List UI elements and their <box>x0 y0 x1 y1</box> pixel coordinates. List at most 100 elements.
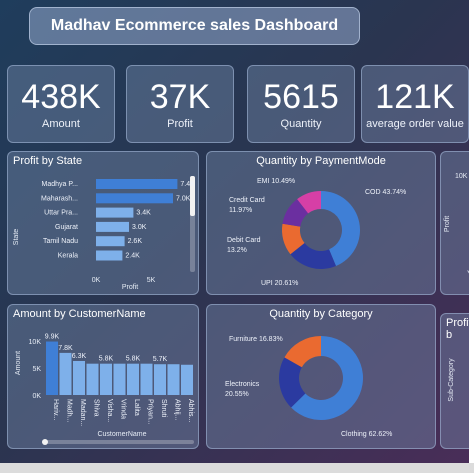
bar <box>96 221 129 232</box>
bar <box>73 360 85 395</box>
donut-slice <box>282 199 309 227</box>
kpi-value: 37K <box>149 77 211 116</box>
bar <box>100 363 112 395</box>
window-edge <box>469 0 474 463</box>
y-tick-label: Maharash... <box>41 195 78 202</box>
kpi-value: 438K <box>21 77 101 116</box>
x-tick-label: Vrinda <box>120 399 127 419</box>
partial-axis-label: Profit <box>444 216 451 232</box>
amount-by-customer-panel[interactable]: Amount by CustomerName Amount CustomerNa… <box>7 304 199 449</box>
kpi-label: Amount <box>42 117 80 130</box>
y-tick-label: 10K <box>29 339 42 346</box>
quantity-by-payment-panel[interactable]: Quantity by PaymentMode COD 43.74% UPI 20… <box>206 151 436 295</box>
bar <box>96 236 125 247</box>
scrollbar-handle[interactable] <box>42 439 48 445</box>
kpi-label: Profit <box>167 117 193 130</box>
bar <box>59 352 72 395</box>
data-label: 5.8K <box>126 356 141 363</box>
donut-slice <box>297 191 321 214</box>
y-axis-label: State <box>13 229 20 245</box>
slice-label: COD 43.74% <box>365 189 406 196</box>
kpi-card-amount[interactable]: 438K Amount <box>7 65 115 143</box>
panel-title: Profit by State <box>13 155 83 167</box>
panel-title: Amount by CustomerName <box>13 308 146 320</box>
y-tick-label: Tamil Nadu <box>43 238 78 245</box>
bar <box>46 341 58 395</box>
data-label: 3.4K <box>136 210 151 217</box>
panel-title: Profit b <box>446 317 472 341</box>
slice-label: Credit Card <box>229 197 265 204</box>
data-label: 2.6K <box>128 238 143 245</box>
x-tick-label: Madan... <box>79 399 86 426</box>
quantity-by-category-chart: Clothing 62.62% Electronics 20.55% Furnitur… <box>225 336 392 438</box>
slice-label: 20.55% <box>225 391 249 398</box>
bar <box>154 364 166 395</box>
bar <box>140 363 153 395</box>
panel-title: Quantity by Category <box>269 308 373 320</box>
bottom-bar <box>0 463 474 473</box>
donut-slice <box>282 223 305 255</box>
y-tick-label: Madhya P... <box>42 181 79 188</box>
x-tick-label: Abhis... <box>187 399 194 422</box>
quantity-by-payment-chart: COD 43.74% UPI 20.61% Debit Card 13.2% Credi… <box>227 178 406 287</box>
x-tick-label: Shiva <box>93 399 100 417</box>
data-label: 3.0K <box>132 224 147 231</box>
slice-label: EMI 10.49% <box>257 178 295 185</box>
profit-by-state-chart: State Profit Madhya P... 7.4K Maharash... 7… <box>13 176 195 291</box>
y-tick-label: Uttar Pra... <box>44 210 78 217</box>
partial-tick: 10K <box>455 173 468 180</box>
kpi-card-average-order-value[interactable]: 121K average order value <box>361 65 469 143</box>
scrollbar-track[interactable] <box>42 440 194 444</box>
kpi-card-quantity[interactable]: 5615 Quantity <box>247 65 355 143</box>
dashboard-title: Madhav Ecommerce sales Dashboard <box>50 17 339 34</box>
partial-axis-label: Sub-Category <box>448 358 455 402</box>
data-label: 9.9K <box>45 334 60 341</box>
kpi-value: 5615 <box>263 77 339 116</box>
x-tick-label: Shruti <box>160 399 167 418</box>
slice-label: Clothing 62.62% <box>341 431 392 438</box>
donut-slice <box>321 191 360 267</box>
slice-label: Debit Card <box>227 237 261 244</box>
panel-title: Quantity by PaymentMode <box>256 155 386 167</box>
y-tick-label: 0K <box>32 393 41 400</box>
x-tick-label: Visha... <box>106 399 113 422</box>
bar <box>127 363 139 395</box>
bar <box>96 207 134 218</box>
partial-profit-by-panel[interactable]: Profit b Sub-Category <box>440 313 474 449</box>
slice-label: 13.2% <box>227 247 247 254</box>
bar <box>96 250 123 261</box>
bar <box>96 193 173 204</box>
bar <box>167 364 180 395</box>
partial-chart-2: Sub-Category <box>448 358 455 402</box>
kpi-card-profit[interactable]: 37K Profit <box>126 65 234 143</box>
data-label: 7.8K <box>58 345 73 352</box>
kpi-label: Quantity <box>280 117 322 130</box>
x-tick-label: 5K <box>147 277 156 284</box>
y-tick-label: Kerala <box>58 253 78 260</box>
slice-label: UPI 20.61% <box>261 280 298 287</box>
x-tick-label: Madh... <box>66 399 73 422</box>
data-label: 2.4K <box>125 253 140 260</box>
y-tick-label: 5K <box>32 366 41 373</box>
data-label: 5.8K <box>99 356 114 363</box>
x-tick-label: Priyan... <box>147 399 154 425</box>
x-axis-label: CustomerName <box>97 431 146 438</box>
donut-slice <box>291 336 363 420</box>
slice-label: Electronics <box>225 381 260 388</box>
donut-slice <box>290 243 336 269</box>
kpi-value: 121K <box>375 77 455 116</box>
scrollbar-thumb[interactable] <box>190 176 195 216</box>
dashboard-title-box: Madhav Ecommerce sales Dashboard <box>29 7 360 45</box>
kpi-label: average order value <box>366 117 464 130</box>
quantity-by-category-panel[interactable]: Quantity by Category Clothing 62.62% Elec… <box>206 304 436 449</box>
y-tick-label: Gujarat <box>55 224 78 231</box>
data-label: 7.4K <box>180 181 195 188</box>
slice-label: Furniture 16.83% <box>229 336 283 343</box>
bar <box>113 363 126 395</box>
x-tick-label: 0K <box>92 277 101 284</box>
x-tick-label: Abhij... <box>174 399 181 420</box>
x-tick-label: Lalita <box>133 399 140 416</box>
x-axis-label: Profit <box>122 284 138 291</box>
profit-by-state-panel[interactable]: Profit by State State Profit Madhya P...… <box>7 151 199 295</box>
